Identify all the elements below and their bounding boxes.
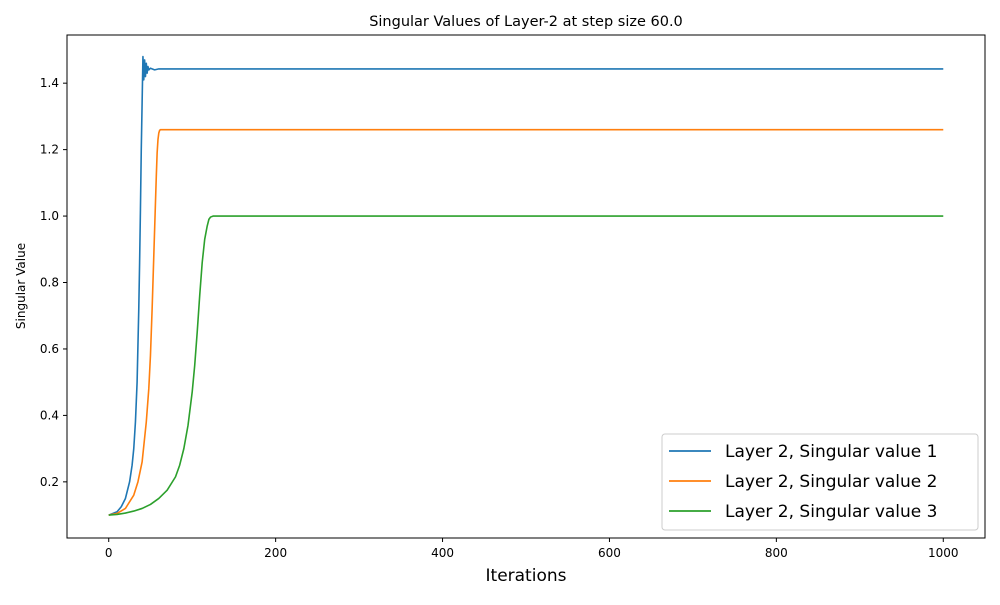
x-tick-label: 0 [105, 546, 113, 560]
x-tick-label: 600 [598, 546, 621, 560]
y-tick-label: 1.0 [40, 209, 59, 223]
series-line-2 [108, 128, 944, 516]
chart-title: Singular Values of Layer-2 at step size … [369, 14, 683, 30]
y-tick-label: 0.4 [40, 408, 59, 422]
x-axis-ticks: 0 200 400 600 800 1000 [105, 538, 959, 560]
x-tick-label: 200 [264, 546, 287, 560]
legend-label-2: Layer 2, Singular value 2 [725, 472, 937, 492]
series-lines [108, 55, 944, 516]
legend: Layer 2, Singular value 1 Layer 2, Singul… [661, 433, 979, 531]
y-tick-label: 1.4 [40, 76, 59, 90]
y-axis-ticks: 0.2 0.4 0.6 0.8 1.0 1.2 1.4 [40, 76, 67, 489]
x-tick-label: 800 [765, 546, 788, 560]
legend-label-3: Layer 2, Singular value 3 [725, 502, 937, 522]
legend-box [661, 433, 979, 531]
x-tick-label: 400 [431, 546, 454, 560]
y-tick-label: 0.6 [40, 342, 59, 356]
series-line-1 [108, 55, 944, 516]
x-axis-label: Iterations [486, 566, 567, 586]
plot-frame [66, 34, 986, 539]
y-tick-label: 0.2 [40, 475, 59, 489]
series-line-3 [108, 215, 944, 516]
y-tick-label: 1.2 [40, 143, 59, 157]
y-axis-label: Singular Value [14, 243, 28, 329]
x-tick-label: 1000 [928, 546, 959, 560]
legend-label-1: Layer 2, Singular value 1 [725, 442, 937, 462]
y-tick-label: 0.8 [40, 276, 59, 290]
